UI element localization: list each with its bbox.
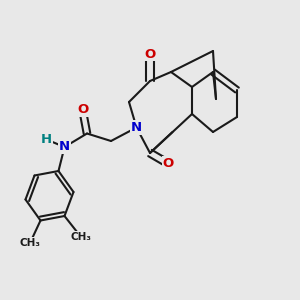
Text: N: N	[131, 121, 142, 134]
Text: CH₃: CH₃	[20, 238, 40, 248]
Text: N: N	[59, 140, 70, 154]
Text: CH₃: CH₃	[70, 232, 92, 242]
Text: O: O	[144, 47, 156, 61]
Text: H: H	[41, 133, 52, 146]
Text: O: O	[162, 157, 174, 170]
Text: O: O	[77, 103, 88, 116]
